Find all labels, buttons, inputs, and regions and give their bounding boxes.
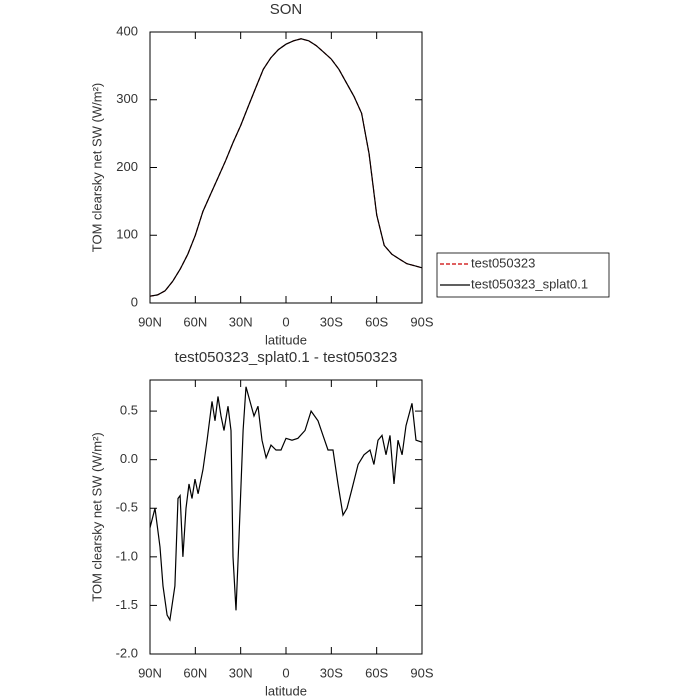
x-axis-label: latitude <box>265 683 307 698</box>
data-line <box>149 38 423 297</box>
x-tick-label: 30N <box>229 665 253 680</box>
data-line <box>149 386 423 622</box>
x-tick-label: 90S <box>410 665 433 680</box>
x-tick-label: 90N <box>138 314 162 329</box>
y-tick-label: 300 <box>116 91 138 106</box>
y-axis-label: TOM clearsky net SW (W/m²) <box>89 83 104 252</box>
y-tick-label: 0 <box>131 294 138 309</box>
x-tick-label: 30S <box>320 665 343 680</box>
x-tick-label: 0 <box>282 665 289 680</box>
y-tick-label: 200 <box>116 159 138 174</box>
x-tick-label: 60S <box>365 665 388 680</box>
plot-frame <box>149 31 423 304</box>
x-tick-label: 30N <box>229 314 253 329</box>
x-tick-label: 0 <box>282 314 289 329</box>
y-tick-label: 400 <box>116 23 138 38</box>
y-tick-label: -0.5 <box>116 500 138 515</box>
legend-label: test050323_splat0.1 <box>471 276 588 291</box>
y-tick-label: -2.0 <box>116 645 138 660</box>
x-tick-label: 60N <box>183 665 207 680</box>
plot-frame <box>149 379 423 655</box>
x-tick-label: 30S <box>320 314 343 329</box>
x-tick-label: 90S <box>410 314 433 329</box>
x-tick-label: 60N <box>183 314 207 329</box>
x-tick-label: 60S <box>365 314 388 329</box>
y-tick-label: -1.5 <box>116 597 138 612</box>
y-axis-label: TOM clearsky net SW (W/m²) <box>89 432 104 601</box>
y-tick-label: 0.0 <box>120 451 138 466</box>
chart-title: SON <box>270 1 303 18</box>
x-axis-label: latitude <box>265 332 307 347</box>
chart-title: test050323_splat0.1 - test050323 <box>175 349 398 366</box>
data-line <box>149 38 423 297</box>
y-tick-label: 0.5 <box>120 403 138 418</box>
y-tick-label: -1.0 <box>116 548 138 563</box>
legend-label: test050323 <box>471 255 535 270</box>
x-tick-label: 90N <box>138 665 162 680</box>
y-tick-label: 100 <box>116 227 138 242</box>
legend-box <box>436 252 610 298</box>
